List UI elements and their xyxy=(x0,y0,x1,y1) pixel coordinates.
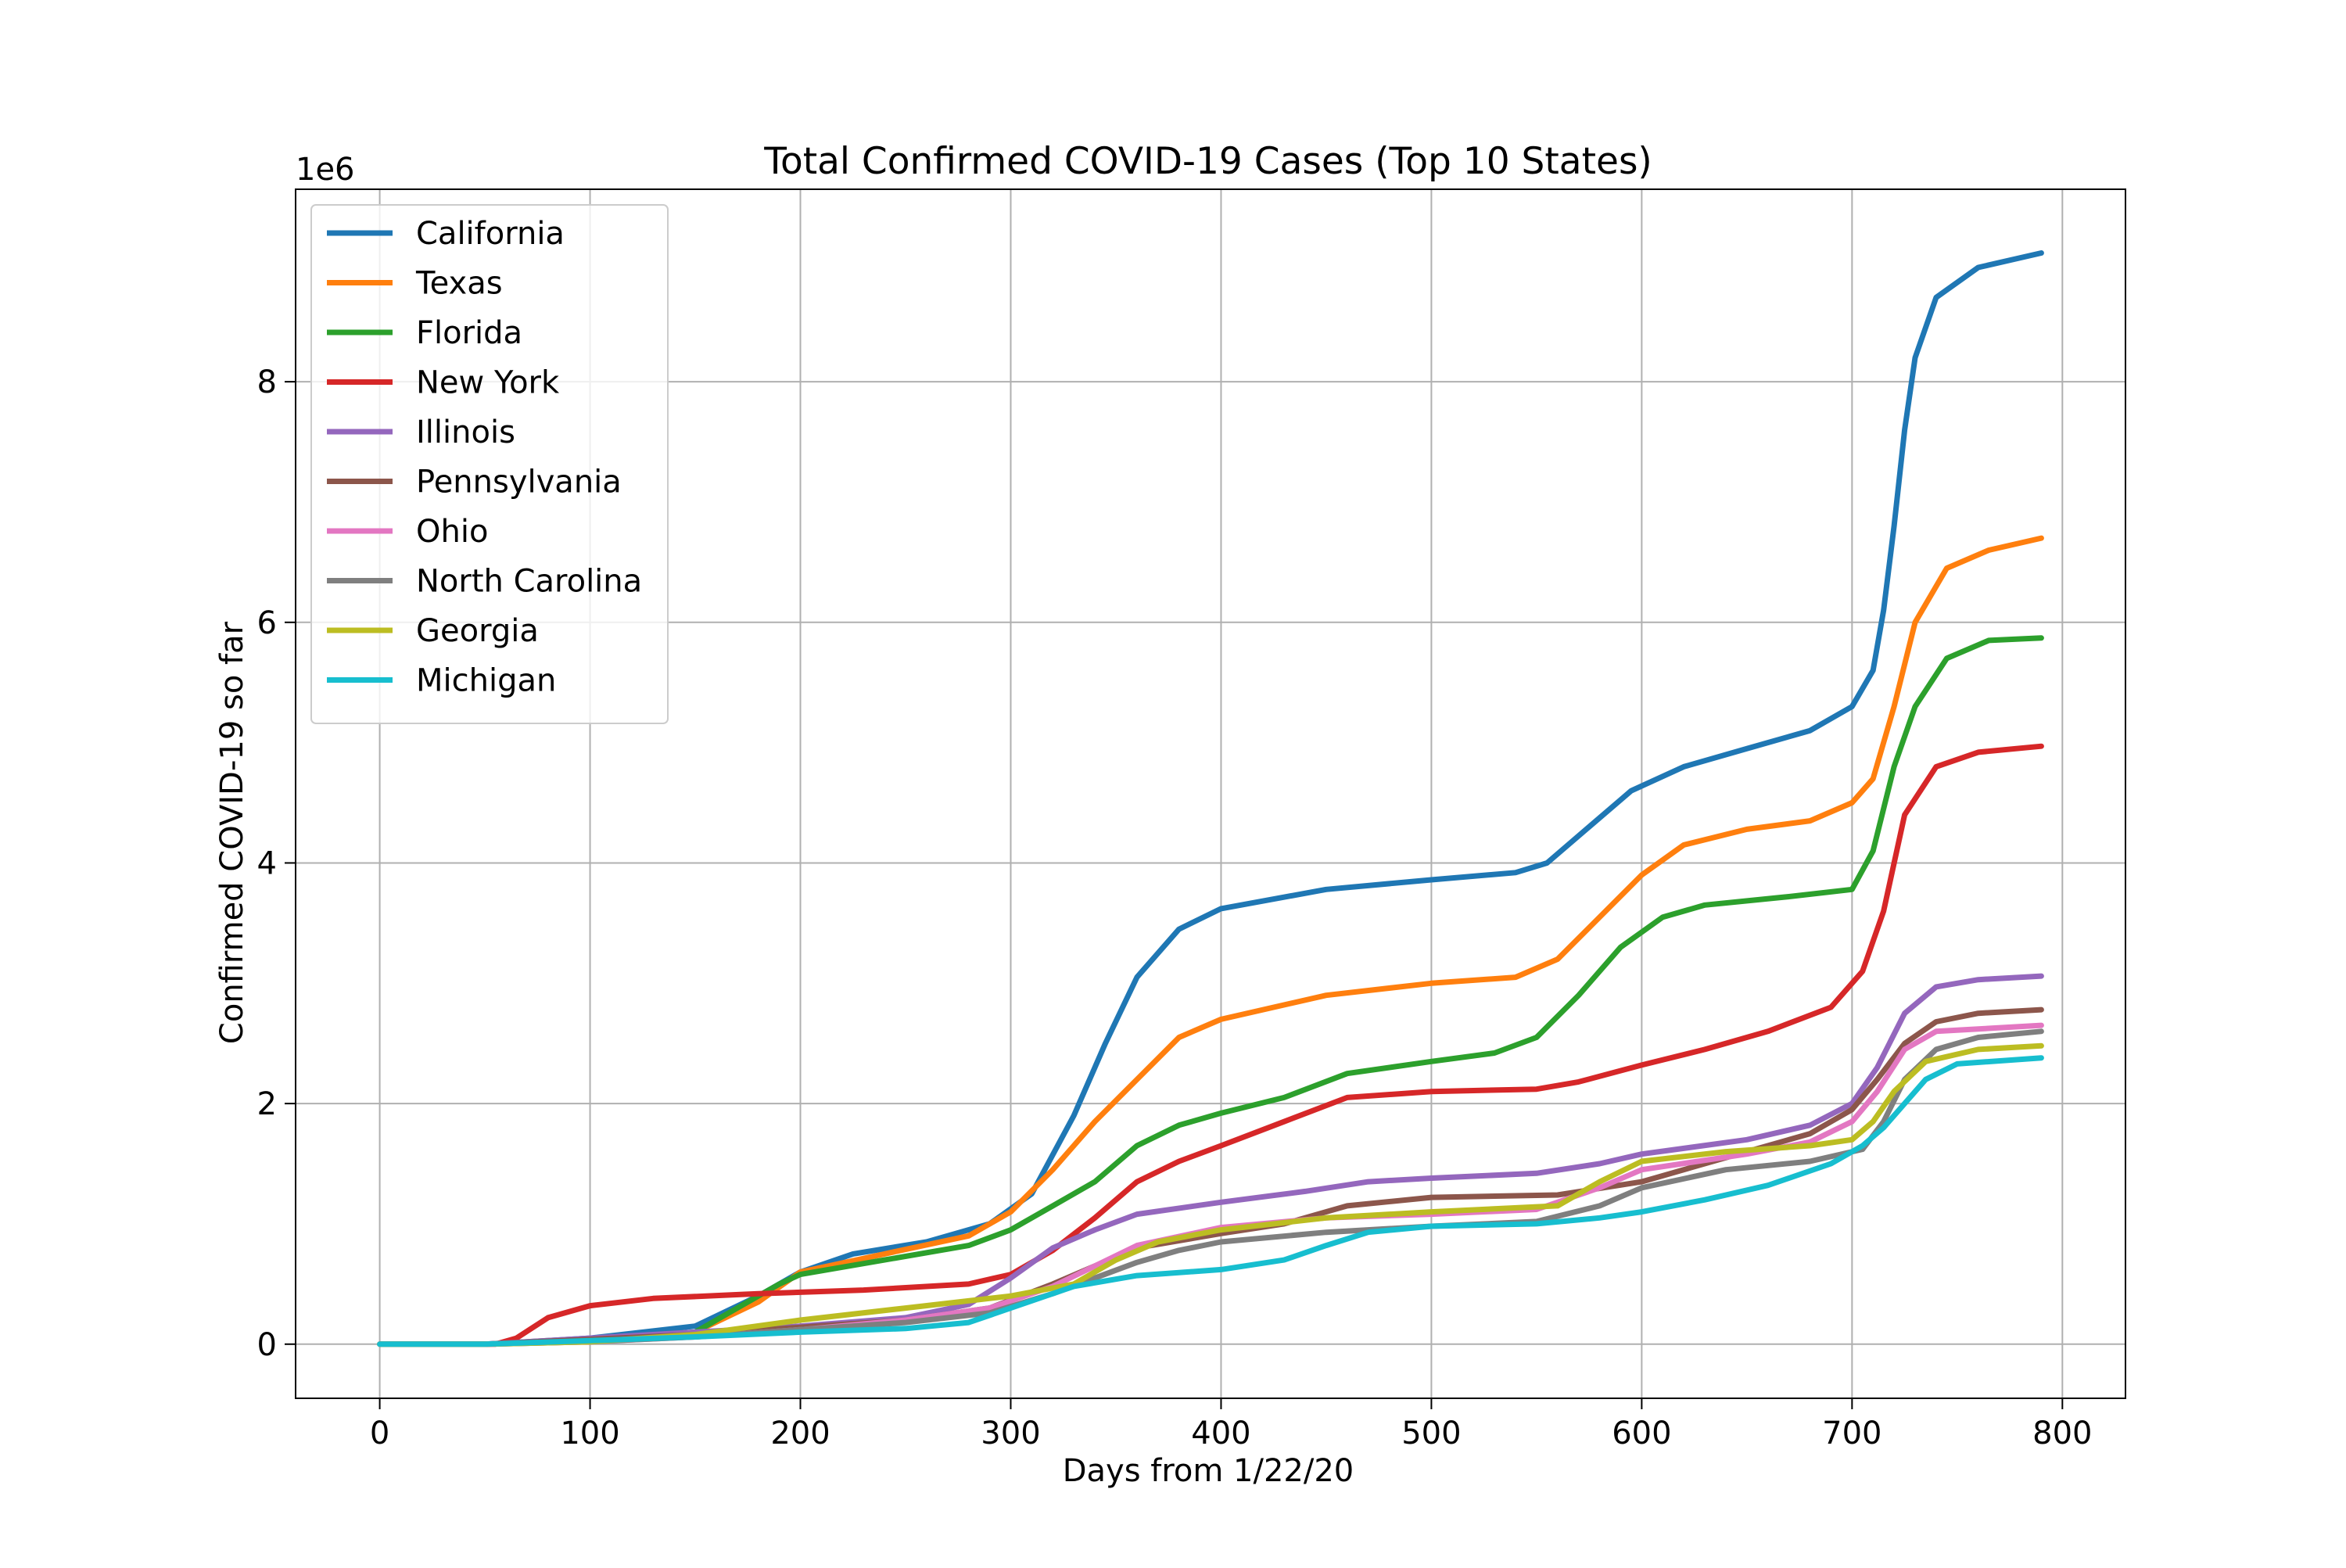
legend-label-pennsylvania: Pennsylvania xyxy=(416,465,622,501)
legend-label-georgia: Georgia xyxy=(416,613,539,649)
x-tick-label: 800 xyxy=(2032,1416,2092,1451)
series-line-michigan xyxy=(377,1055,2044,1347)
x-axis-label: Days from 1/22/20 xyxy=(1063,1453,1354,1489)
plot-frame xyxy=(295,188,2126,1399)
plot-area-border xyxy=(295,188,2126,1399)
y-tick-label: 4 xyxy=(257,845,277,881)
axis-ticks: 0 100 200 300 400 500 600 700 800 0 2 4 6 8 xyxy=(257,364,2093,1451)
legend-label-florida: Florida xyxy=(416,315,522,351)
x-tick-label: 200 xyxy=(770,1416,830,1451)
y-axis-label: Confirmed COVID-19 so far xyxy=(214,621,250,1044)
legend-box xyxy=(310,204,669,724)
legend-label-ohio: Ohio xyxy=(416,514,488,550)
grid-lines xyxy=(296,189,2125,1398)
x-tick-label: 700 xyxy=(1822,1416,1881,1451)
legend-label-north-carolina: North Carolina xyxy=(416,564,642,600)
legend-label-california: California xyxy=(416,216,565,252)
x-tick-label: 400 xyxy=(1191,1416,1250,1451)
legend-label-illinois: Illinois xyxy=(416,414,515,450)
legend-label-michigan: Michigan xyxy=(416,663,556,699)
y-tick-label: 0 xyxy=(257,1327,277,1363)
x-tick-label: 100 xyxy=(560,1416,619,1451)
legend-label-texas: Texas xyxy=(415,266,503,302)
y-axis-offset-label: 1e6 xyxy=(296,152,355,188)
x-tick-label: 500 xyxy=(1401,1416,1461,1451)
legend-label-new-york: New York xyxy=(416,365,560,401)
chart-title: Total Confirmed COVID-19 Cases (Top 10 S… xyxy=(763,140,1652,183)
y-tick-label: 2 xyxy=(257,1086,277,1122)
series-lines xyxy=(377,250,2044,1347)
series-line-florida xyxy=(377,635,2044,1347)
y-tick-label: 6 xyxy=(257,605,277,641)
y-tick-label: 8 xyxy=(257,364,277,400)
x-tick-label: 0 xyxy=(370,1416,389,1451)
legend: California Texas Florida New York Illinois Pe… xyxy=(310,204,669,724)
x-tick-label: 300 xyxy=(981,1416,1040,1451)
x-tick-label: 600 xyxy=(1612,1416,1671,1451)
series-line-georgia xyxy=(377,1042,2044,1347)
series-line-new-york xyxy=(377,743,2044,1347)
